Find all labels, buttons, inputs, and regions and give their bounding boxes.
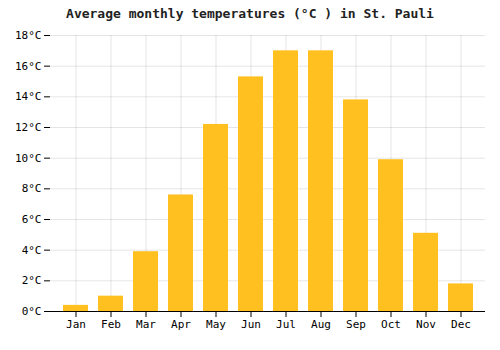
svg-text:Dec: Dec bbox=[451, 318, 471, 331]
svg-text:12°C: 12°C bbox=[15, 121, 42, 134]
svg-text:Apr: Apr bbox=[171, 318, 191, 331]
svg-text:Aug: Aug bbox=[311, 318, 331, 331]
svg-text:Mar: Mar bbox=[136, 318, 156, 331]
svg-text:Jul: Jul bbox=[276, 318, 296, 331]
svg-text:14°C: 14°C bbox=[15, 90, 42, 103]
html-text:Average monthly temperatures (: Average monthly temperatures (°C ) in St… bbox=[66, 6, 434, 21]
svg-text:0°C: 0°C bbox=[22, 305, 42, 318]
svg-text:10°C: 10°C bbox=[15, 152, 42, 165]
svg-text:Jun: Jun bbox=[241, 318, 261, 331]
svg-text:8°C: 8°C bbox=[22, 182, 42, 195]
svg-text:16°C: 16°C bbox=[15, 60, 42, 73]
svg-text:4°C: 4°C bbox=[22, 244, 42, 257]
svg-text:2°C: 2°C bbox=[22, 274, 42, 287]
svg-text:Sep: Sep bbox=[346, 318, 366, 331]
svg-text:Oct: Oct bbox=[381, 318, 401, 331]
svg-text:Feb: Feb bbox=[101, 318, 121, 331]
svg-text:May: May bbox=[206, 318, 226, 331]
svg-text:Nov: Nov bbox=[416, 318, 436, 331]
svg-text:Jan: Jan bbox=[66, 318, 86, 331]
svg-text:6°C: 6°C bbox=[22, 213, 42, 226]
svg-text:18°C: 18°C bbox=[15, 29, 42, 42]
